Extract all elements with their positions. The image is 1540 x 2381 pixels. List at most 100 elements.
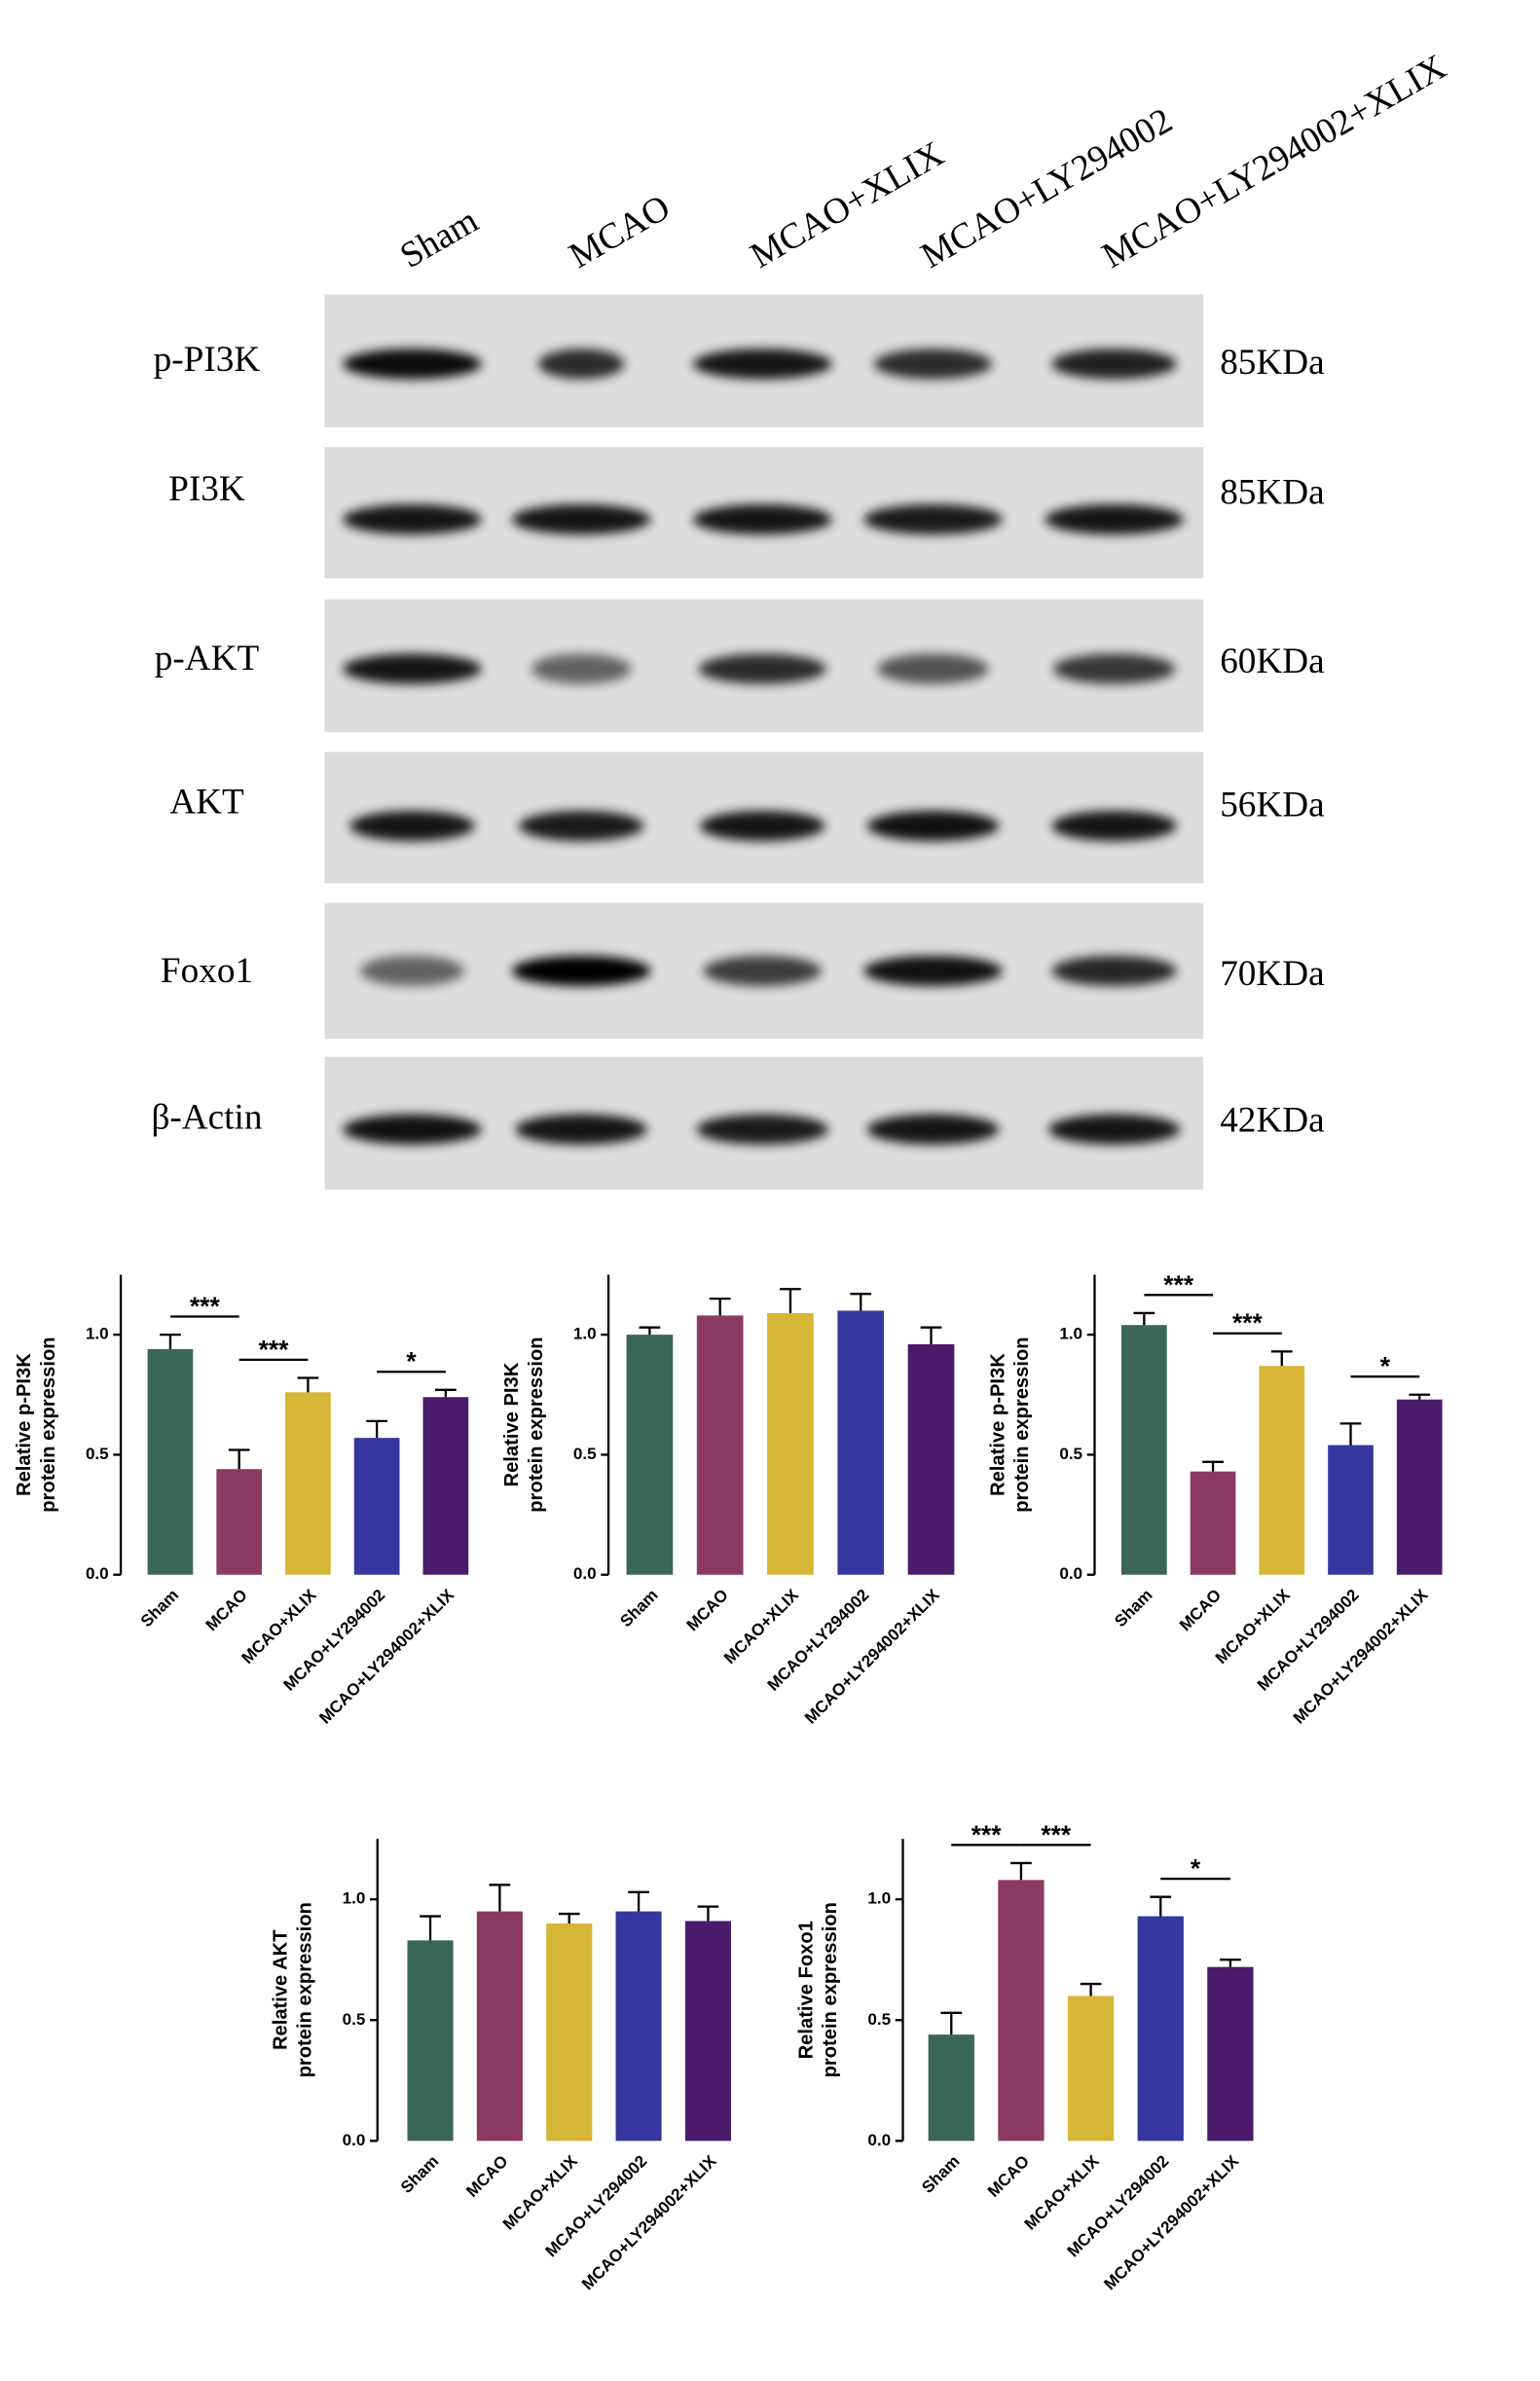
x-tick-label: MCAO+LY294002+XLIX	[801, 1585, 943, 1727]
blot-band	[703, 955, 822, 986]
bar	[626, 1335, 674, 1575]
blot-band	[343, 1114, 482, 1145]
y-tick-label: 1.0	[573, 1325, 597, 1343]
y-axis-label: Relative p-PI3K	[14, 1353, 35, 1496]
blot-band	[698, 653, 826, 684]
bar	[1328, 1445, 1374, 1575]
blot-band	[1052, 653, 1176, 684]
significance-label: ***	[1232, 1308, 1264, 1337]
protein-label: β-Actin	[151, 1097, 262, 1137]
size-label: 85KDa	[1220, 472, 1325, 512]
blot-band	[866, 1114, 1000, 1145]
y-axis-label: Relative AKT	[271, 1929, 292, 2050]
lane-label: MCAO+LY294002+XLIX	[1096, 47, 1453, 276]
bar-chart: 0.0 0.5 1.0 Relative AKT protein expression S…	[271, 1839, 731, 2293]
bar	[422, 1397, 469, 1575]
significance-label: *	[1380, 1352, 1391, 1381]
x-tick-label: Sham	[1111, 1586, 1155, 1630]
bar	[907, 1343, 955, 1575]
bar-chart: 0.0 0.5 1.0 Relative PI3K protein expression…	[501, 1274, 955, 1728]
bar	[407, 1940, 454, 2142]
x-tick-label: MCAO+LY294002+XLIX	[578, 2151, 720, 2293]
x-tick-label: MCAO	[984, 2152, 1033, 2201]
blot-band	[873, 348, 993, 380]
y-tick-label: 0.0	[867, 2131, 891, 2149]
blot-band	[359, 955, 464, 986]
x-tick-label: MCAO+LY294002+XLIX	[315, 1585, 458, 1727]
y-tick-label: 0.5	[1059, 1445, 1082, 1463]
bar	[1067, 1996, 1115, 2142]
blot-band	[1047, 1114, 1181, 1145]
bar-chart: 0.0 0.5 1.0 Relative p-PI3K protein expressi…	[987, 1270, 1443, 1728]
x-tick-label: Sham	[918, 2152, 963, 2197]
blot-band	[511, 955, 651, 986]
bar-chart: 0.0 0.5 1.0 Relative p-PI3K protein expressi…	[14, 1274, 469, 1728]
bar	[767, 1312, 814, 1575]
blot-band	[343, 348, 482, 380]
significance-label: ***	[972, 1820, 1003, 1850]
bar	[1396, 1399, 1443, 1575]
bar	[285, 1392, 331, 1575]
size-label: 70KDa	[1220, 954, 1325, 994]
bar	[928, 2034, 974, 2142]
bar	[216, 1469, 263, 1575]
y-axis-label: protein expression	[526, 1337, 547, 1512]
bar	[1207, 1966, 1254, 2142]
protein-label: p-PI3K	[154, 340, 261, 380]
y-axis-label: Relative PI3K	[501, 1362, 523, 1486]
protein-label: Foxo1	[161, 951, 253, 991]
bar-chart: 0.0 0.5 1.0 Relative Foxo1 protein expressio…	[795, 1820, 1254, 2293]
blot-band	[1045, 504, 1184, 535]
y-tick-label: 0.0	[86, 1564, 109, 1583]
bar	[1120, 1325, 1167, 1575]
y-axis-label: protein expression	[295, 1902, 316, 2077]
blot-band	[531, 653, 632, 684]
blot-band	[343, 504, 482, 535]
x-tick-label: MCAO	[683, 1586, 732, 1634]
x-tick-label: MCAO	[462, 2152, 511, 2201]
blot-band	[696, 1114, 829, 1145]
blot-band	[692, 504, 832, 535]
x-tick-label: Sham	[137, 1586, 182, 1630]
y-axis-label: protein expression	[38, 1337, 59, 1512]
blot-band	[343, 653, 482, 684]
x-tick-label: MCAO	[1176, 1586, 1225, 1634]
y-tick-label: 0.5	[86, 1445, 109, 1463]
blot-band	[537, 348, 625, 380]
protein-label: p-AKT	[155, 639, 260, 678]
lane-label: MCAO	[563, 188, 677, 276]
y-tick-label: 0.5	[573, 1445, 597, 1463]
lane-label: Sham	[393, 201, 485, 276]
x-tick-label: MCAO	[202, 1586, 251, 1634]
blot-band	[1051, 955, 1177, 986]
bar	[615, 1911, 662, 2142]
size-label: 60KDa	[1220, 641, 1325, 681]
y-axis-label: Relative Foxo1	[795, 1921, 817, 2059]
blot-band	[518, 810, 644, 841]
significance-label: ***	[1163, 1270, 1194, 1300]
bar	[1137, 1916, 1184, 2142]
y-tick-label: 0.0	[343, 2131, 366, 2149]
blot-band	[349, 810, 475, 841]
bar	[1259, 1366, 1305, 1575]
bar	[1190, 1471, 1236, 1575]
size-label: 85KDa	[1220, 343, 1325, 383]
blot-band	[877, 653, 989, 684]
x-tick-label: Sham	[397, 2152, 442, 2197]
significance-label: ***	[1041, 1820, 1072, 1850]
x-tick-label: Sham	[616, 1586, 661, 1630]
size-label: 42KDa	[1220, 1101, 1325, 1141]
y-tick-label: 1.0	[343, 1889, 366, 1908]
bar	[476, 1911, 523, 2142]
y-tick-label: 1.0	[1059, 1325, 1082, 1343]
y-tick-label: 1.0	[867, 1889, 891, 1908]
y-tick-label: 0.0	[573, 1564, 597, 1583]
x-tick-label: MCAO+LY294002+XLIX	[1100, 2151, 1242, 2293]
bar	[837, 1310, 885, 1575]
y-axis-label: Relative p-PI3K	[987, 1353, 1008, 1496]
lane-label: MCAO+XLIX	[744, 134, 950, 276]
protein-label: PI3K	[168, 469, 245, 509]
bar	[684, 1921, 731, 2142]
size-label: 56KDa	[1220, 785, 1325, 824]
